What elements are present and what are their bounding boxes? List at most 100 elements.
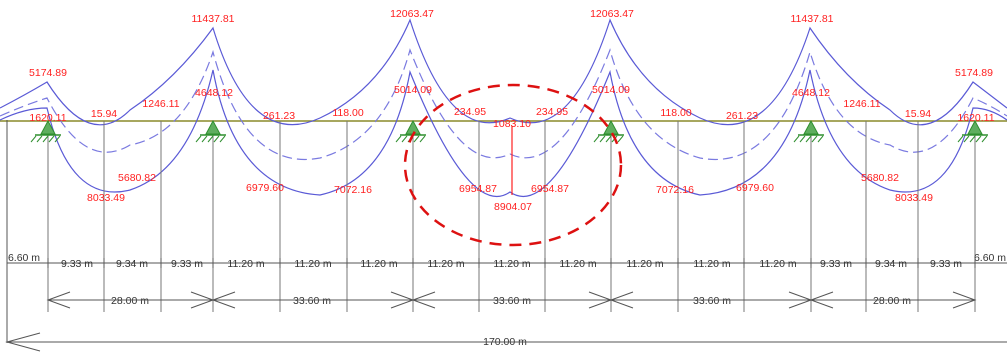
spacing-label: 9.33 m — [61, 258, 93, 270]
spacing-label: 6.60 m — [974, 252, 1006, 264]
support-hatch — [413, 135, 420, 143]
support-hatch — [195, 135, 202, 143]
bottom-value-label: 6954.87 — [531, 183, 569, 195]
arrow-head — [809, 291, 834, 309]
bottom-value-label: 5680.82 — [118, 172, 156, 184]
outer-top-value-label: 5174.89 — [955, 67, 993, 79]
arrow-head — [609, 291, 634, 309]
support-hatch — [213, 135, 220, 143]
spacing-label: 11.20 m — [759, 258, 796, 270]
support-hatch — [207, 135, 214, 143]
axis-value-label: 1246.11 — [843, 98, 880, 110]
support-hatch — [36, 135, 43, 143]
span-label: 33.60 m — [493, 295, 531, 307]
spacing-label: 6.60 m — [8, 252, 40, 264]
highlight-circle — [403, 83, 623, 247]
spacing-label: 11.20 m — [626, 258, 663, 270]
axis-value-label: 261.23 — [726, 110, 758, 122]
spacing-label: 9.33 m — [171, 258, 203, 270]
bottom-value-label: 7072.16 — [334, 184, 372, 196]
moment-envelope — [0, 18, 1007, 198]
arrow-head — [5, 332, 41, 352]
support-hatch — [201, 135, 208, 143]
support-hatch — [401, 135, 408, 143]
spacing-label: 9.33 m — [820, 258, 852, 270]
spacing-label: 9.34 m — [116, 258, 148, 270]
support-value-label: 4648.12 — [195, 87, 233, 99]
support-hatch — [419, 135, 426, 143]
spacing-label: 11.20 m — [427, 258, 464, 270]
spacing-label: 9.34 m — [875, 258, 907, 270]
dashed-envelope-curve — [0, 48, 1007, 160]
span-label: 33.60 m — [293, 295, 331, 307]
support-hatch — [799, 135, 806, 143]
axis-value-label: 1083.10 — [493, 118, 531, 130]
spacing-label: 11.20 m — [693, 258, 730, 270]
bottom-value-label: 5680.82 — [861, 172, 899, 184]
spacing-label: 11.20 m — [294, 258, 331, 270]
support-hatch — [981, 135, 988, 143]
support-value-label: 5014.09 — [394, 84, 432, 96]
support-hatch — [219, 135, 226, 143]
top-value-label: 11437.81 — [191, 13, 234, 25]
axis-value-label: 1620.11 — [957, 112, 994, 124]
support-hatch — [593, 135, 600, 143]
support-hatch — [957, 135, 964, 143]
arrow-head — [411, 291, 436, 309]
axis-value-label: 234.95 — [536, 106, 568, 118]
support-hatch — [793, 135, 800, 143]
axis-value-label: 1620.11 — [29, 112, 66, 124]
axis-value-label: 15.94 — [91, 108, 117, 120]
support-triangle — [205, 119, 221, 135]
support-hatch — [805, 135, 812, 143]
support-triangle — [405, 119, 421, 135]
support-hatch — [617, 135, 624, 143]
outer-top-value-label: 5174.89 — [29, 67, 67, 79]
support-hatch — [963, 135, 970, 143]
support-hatch — [599, 135, 606, 143]
spacing-label: 11.20 m — [493, 258, 530, 270]
top-value-label: 12063.47 — [590, 8, 634, 20]
bottom-value-label: 8033.49 — [895, 192, 933, 204]
arrow-head — [46, 291, 71, 309]
spacing-label: 11.20 m — [559, 258, 596, 270]
top-value-label: 12063.47 — [390, 8, 434, 20]
span-label: 33.60 m — [693, 295, 731, 307]
support-hatch — [42, 135, 49, 143]
axis-value-label: 1246.11 — [142, 98, 179, 110]
bottom-value-label: 6954.87 — [459, 183, 497, 195]
axis-value-label: 118.00 — [660, 107, 691, 119]
span-label: 28.00 m — [873, 295, 911, 307]
support-value-label: 5014.09 — [592, 84, 630, 96]
support-hatch — [811, 135, 818, 143]
top-value-label: 11437.81 — [790, 13, 833, 25]
arrow-head — [952, 291, 977, 309]
axis-value-label: 261.23 — [263, 110, 295, 122]
span-label: 28.00 m — [111, 295, 149, 307]
support-hatch — [48, 135, 55, 143]
support-hatch — [975, 135, 982, 143]
support-hatch — [54, 135, 61, 143]
spacing-label: 9.33 m — [930, 258, 962, 270]
axis-value-label: 234.95 — [454, 106, 486, 118]
lower-envelope-curve — [0, 69, 1007, 198]
dimension-lines: 6.60 m 9.33 m 9.34 m 9.33 m 11.20 m 11.2… — [5, 120, 1007, 352]
support-triangle — [803, 119, 819, 135]
support-triangle — [603, 119, 619, 135]
support-triangle — [967, 119, 983, 135]
spacing-label: 11.20 m — [360, 258, 397, 270]
support-hatch — [30, 135, 37, 143]
bottom-value-label: 6979.60 — [246, 182, 284, 194]
support-hatch — [395, 135, 402, 143]
axis-value-label: 118.00 — [332, 107, 363, 119]
section-lines — [47, 121, 976, 312]
moment-labels: 11437.81 12063.47 12063.47 11437.81 5174… — [29, 8, 995, 213]
bottom-value-label: 6979.60 — [736, 182, 774, 194]
upper-envelope-curve — [0, 18, 1007, 126]
bottom-value-label: 8904.07 — [494, 201, 532, 213]
support-hatch — [817, 135, 824, 143]
spacing-label: 11.20 m — [227, 258, 264, 270]
bottom-value-label: 7072.16 — [656, 184, 694, 196]
